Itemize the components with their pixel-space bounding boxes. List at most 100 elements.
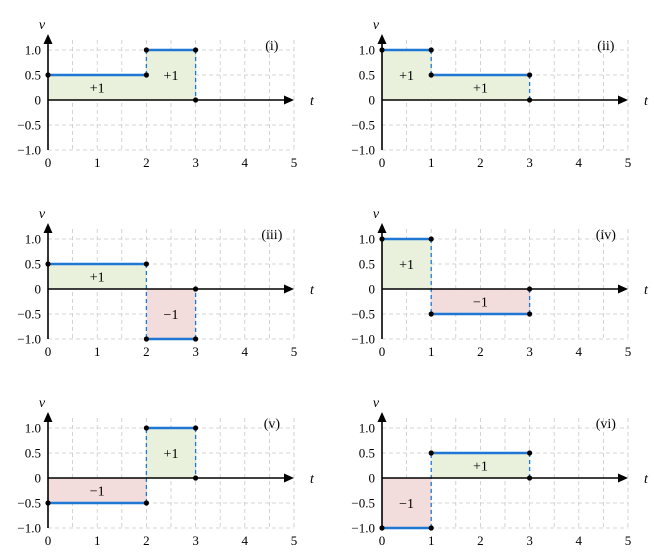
- area-fill-1: [382, 239, 432, 289]
- area-label-1: +1: [399, 258, 414, 273]
- x-tick-label: 0: [379, 155, 386, 170]
- data-point: [193, 47, 199, 53]
- area-label-2: +1: [473, 82, 488, 97]
- y-tick-label: 0.5: [359, 68, 375, 83]
- area-fill-2: [146, 428, 196, 478]
- data-point: [143, 47, 149, 53]
- x-tick-label: 4: [242, 533, 249, 548]
- area-fill-2: [146, 289, 196, 339]
- x-tick-label: 4: [576, 155, 583, 170]
- v-axis-arrow-icon: [377, 412, 387, 422]
- y-axis-label: v: [39, 396, 46, 411]
- data-point: [45, 261, 51, 267]
- x-tick-label: 2: [143, 344, 150, 359]
- area-label-2: −1: [473, 296, 488, 311]
- x-tick-label: 1: [94, 344, 101, 359]
- x-tick-label: 1: [428, 344, 435, 359]
- area-label-2: −1: [164, 308, 179, 323]
- v-axis-arrow-icon: [43, 412, 53, 422]
- v-axis-arrow-icon: [43, 223, 53, 233]
- area-label-1: +1: [90, 271, 105, 286]
- x-tick-label: 5: [291, 344, 298, 359]
- y-tick-label: 0: [369, 471, 376, 486]
- y-tick-label: −1.0: [17, 521, 41, 536]
- data-point: [143, 425, 149, 431]
- y-tick-label: 1.0: [359, 421, 375, 436]
- panel-3: +1 −1 1.0 0.5 0 −0.5 −1.0 0 1 2 3 4 5 t v (iii): [17, 207, 315, 359]
- data-point: [193, 475, 199, 481]
- y-axis-label: v: [39, 18, 46, 33]
- data-point: [45, 500, 51, 506]
- x-tick-label: 3: [192, 533, 199, 548]
- y-tick-label: 1.0: [25, 232, 41, 247]
- grid: [382, 40, 629, 151]
- y-tick-label: −0.5: [17, 496, 41, 511]
- y-axis-label: v: [373, 207, 380, 222]
- x-tick-label: 0: [379, 533, 386, 548]
- y-tick-label: −0.5: [17, 118, 41, 133]
- area-label-1: −1: [90, 485, 105, 500]
- y-tick-label: 1.0: [25, 421, 41, 436]
- y-axis-label: v: [373, 396, 380, 411]
- x-tick-label: 1: [428, 533, 435, 548]
- y-tick-label: 0.5: [25, 68, 41, 83]
- y-tick-label: −1.0: [351, 332, 375, 347]
- x-axis-label: t: [310, 472, 315, 487]
- y-tick-label: −0.5: [351, 307, 375, 322]
- t-axis-arrow-icon: [284, 95, 294, 105]
- y-axis-label: v: [373, 18, 380, 33]
- data-point: [193, 97, 199, 103]
- data-point: [527, 286, 533, 292]
- y-axis-label: v: [39, 207, 46, 222]
- panel-6: −1 +1 1.0 0.5 0 −0.5 −1.0 0 1 2 3 4 5 t v (vi): [351, 396, 649, 548]
- x-axis-label: t: [310, 283, 315, 298]
- y-tick-label: −1.0: [351, 521, 375, 536]
- data-point: [527, 97, 533, 103]
- x-tick-label: 5: [625, 344, 632, 359]
- area-fill-1: [48, 75, 147, 100]
- y-tick-label: 0.5: [359, 257, 375, 272]
- data-point: [193, 286, 199, 292]
- panel-label: (vi): [596, 417, 617, 432]
- x-tick-label: 1: [94, 533, 101, 548]
- area-fill-1: [48, 264, 147, 289]
- panel-label: (ii): [597, 39, 614, 54]
- y-tick-label: −1.0: [351, 143, 375, 158]
- y-tick-label: −0.5: [17, 307, 41, 322]
- data-point: [143, 72, 149, 78]
- area-fill-1: [382, 478, 432, 528]
- x-tick-label: 4: [576, 533, 583, 548]
- x-tick-label: 4: [242, 344, 249, 359]
- y-tick-label: −0.5: [351, 496, 375, 511]
- v-axis-arrow-icon: [43, 34, 53, 44]
- t-axis-arrow-icon: [284, 473, 294, 483]
- area-label-2: +1: [164, 447, 179, 462]
- data-point: [379, 236, 385, 242]
- x-tick-label: 0: [45, 533, 52, 548]
- x-tick-label: 1: [94, 155, 101, 170]
- data-point: [527, 450, 533, 456]
- data-point: [428, 525, 434, 531]
- data-point: [428, 450, 434, 456]
- y-tick-label: 0: [35, 93, 42, 108]
- x-tick-label: 2: [477, 344, 484, 359]
- area-label-2: +1: [164, 69, 179, 84]
- x-axis-label: t: [644, 472, 649, 487]
- data-point: [527, 311, 533, 317]
- y-tick-label: 0.5: [359, 446, 375, 461]
- area-fill-2: [431, 289, 530, 314]
- area-label-1: +1: [90, 82, 105, 97]
- x-axis-label: t: [644, 94, 649, 109]
- x-tick-label: 4: [576, 344, 583, 359]
- x-axis-label: t: [644, 283, 649, 298]
- data-point: [143, 500, 149, 506]
- area-fill-2: [431, 75, 530, 100]
- x-tick-label: 2: [143, 155, 150, 170]
- x-tick-label: 5: [291, 533, 298, 548]
- x-tick-label: 2: [477, 155, 484, 170]
- data-point: [45, 72, 51, 78]
- panel-4: +1 −1 1.0 0.5 0 −0.5 −1.0 0 1 2 3 4 5 t v (iv): [351, 207, 649, 359]
- y-tick-label: 1.0: [359, 232, 375, 247]
- t-axis-arrow-icon: [618, 284, 628, 294]
